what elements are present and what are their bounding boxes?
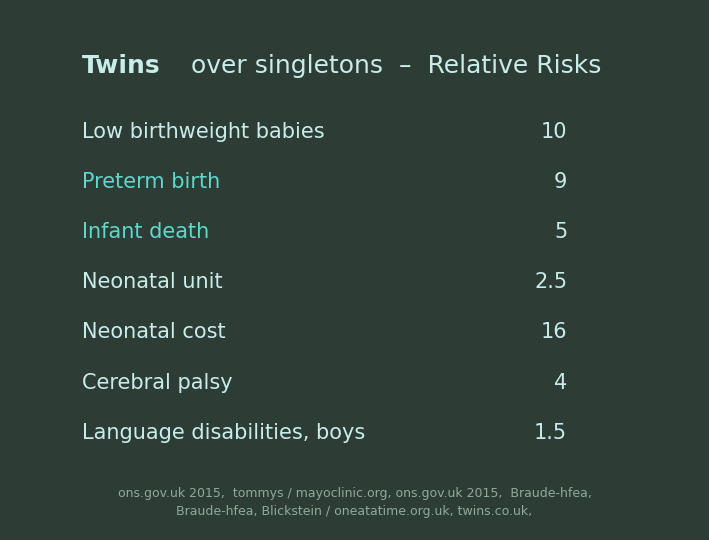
Text: 16: 16 <box>540 322 567 342</box>
Text: 2.5: 2.5 <box>534 272 567 292</box>
Text: Neonatal cost: Neonatal cost <box>82 322 225 342</box>
Text: Cerebral palsy: Cerebral palsy <box>82 373 232 393</box>
Text: 9: 9 <box>554 172 567 192</box>
Text: 5: 5 <box>554 222 567 242</box>
Text: 1.5: 1.5 <box>534 423 567 443</box>
Text: 4: 4 <box>554 373 567 393</box>
Text: Language disabilities, boys: Language disabilities, boys <box>82 423 365 443</box>
Text: Preterm birth: Preterm birth <box>82 172 220 192</box>
Text: 10: 10 <box>541 122 567 141</box>
Text: Low birthweight babies: Low birthweight babies <box>82 122 324 141</box>
Text: over singletons  –  Relative Risks: over singletons – Relative Risks <box>183 54 601 78</box>
Text: Twins: Twins <box>82 54 160 78</box>
Text: Infant death: Infant death <box>82 222 208 242</box>
Text: ons.gov.uk 2015,  tommys / mayoclinic.org, ons.gov.uk 2015,  Braude-hfea,
Braude: ons.gov.uk 2015, tommys / mayoclinic.org… <box>118 488 591 518</box>
Text: Neonatal unit: Neonatal unit <box>82 272 222 292</box>
